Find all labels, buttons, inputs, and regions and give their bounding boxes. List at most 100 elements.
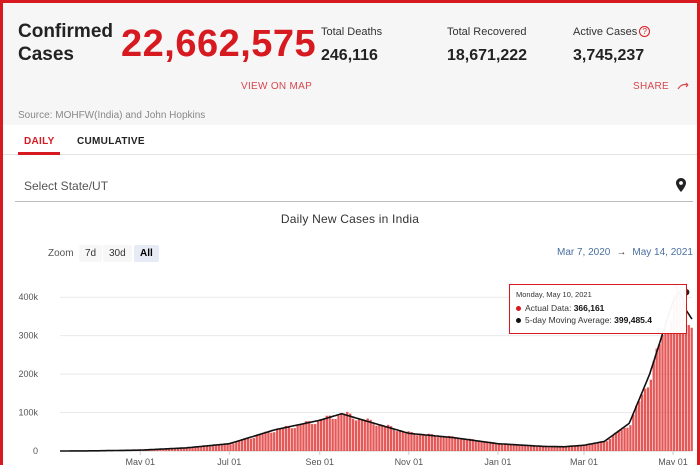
daily-bar xyxy=(518,445,521,451)
date-from[interactable]: Mar 7, 2020 xyxy=(557,247,611,258)
daily-bar xyxy=(188,447,191,451)
daily-bar xyxy=(205,445,209,451)
date-to[interactable]: May 14, 2021 xyxy=(632,247,693,258)
help-icon[interactable]: ? xyxy=(639,26,651,37)
daily-bar xyxy=(690,327,693,451)
daily-bar xyxy=(369,419,372,451)
daily-bar xyxy=(600,442,603,451)
daily-bar xyxy=(594,442,597,451)
daily-bar xyxy=(500,444,504,451)
moving-average-line xyxy=(60,290,693,452)
location-pin-icon[interactable] xyxy=(676,178,686,192)
daily-bar xyxy=(433,436,436,451)
daily-bar xyxy=(229,444,232,451)
tab-cumulative[interactable]: CUMULATIVE xyxy=(77,136,145,147)
daily-bar xyxy=(565,447,568,451)
daily-bar xyxy=(439,436,442,451)
daily-bar xyxy=(541,446,544,451)
daily-bar xyxy=(503,444,507,451)
chart-bars xyxy=(62,286,693,451)
daily-bar xyxy=(214,445,218,451)
daily-bar xyxy=(156,449,159,451)
daily-bar xyxy=(457,438,460,451)
daily-bar xyxy=(381,425,384,451)
x-tick-label: Sep 01 xyxy=(306,457,335,465)
daily-bar xyxy=(474,440,477,451)
tooltip-date: Monday, May 10, 2021 xyxy=(516,290,592,299)
daily-bar xyxy=(325,415,328,451)
daily-bar xyxy=(597,442,600,451)
daily-bar xyxy=(337,415,340,451)
daily-bar xyxy=(424,434,428,451)
daily-bar xyxy=(351,418,355,451)
state-select-placeholder: Select State/UT xyxy=(24,179,109,193)
daily-cases-chart[interactable]: 0 100k 200k 300k 400k May 01 Jul 01 Sep 01 Nov … xyxy=(0,270,700,465)
tooltip-actual-row: Actual Data: 366,161 xyxy=(516,302,680,314)
daily-bar xyxy=(176,448,180,451)
daily-bar xyxy=(311,424,314,451)
daily-bar xyxy=(168,448,171,451)
y-tick-label: 200k xyxy=(18,369,38,379)
daily-bar xyxy=(480,441,483,451)
share-label: SHARE xyxy=(633,81,669,92)
tab-daily[interactable]: DAILY xyxy=(24,136,55,147)
daily-bar xyxy=(398,430,401,451)
daily-bar xyxy=(646,387,650,451)
daily-bar xyxy=(585,445,588,451)
daily-bar xyxy=(293,428,296,451)
chart-tooltip: Monday, May 10, 2021 Actual Data: 366,16… xyxy=(509,284,687,334)
daily-bar xyxy=(296,425,299,451)
zoom-30d-button[interactable]: 30d xyxy=(103,245,132,262)
tooltip-average-row: 5-day Moving Average: 399,485.4 xyxy=(516,314,680,326)
y-axis-ticks: 0 100k 200k 300k 400k xyxy=(18,292,38,456)
daily-bar xyxy=(378,425,381,451)
x-tick-label: May 01 xyxy=(658,457,688,465)
daily-bar xyxy=(649,379,653,451)
tooltip-average-value: 399,485.4 xyxy=(614,315,652,325)
y-tick-label: 100k xyxy=(18,408,38,418)
share-button[interactable]: SHARE xyxy=(633,81,691,92)
daily-bar xyxy=(521,445,524,451)
x-tick-label: Jan 01 xyxy=(484,457,511,465)
chart-title: Daily New Cases in India xyxy=(280,212,420,226)
daily-bar xyxy=(328,415,331,451)
daily-bar xyxy=(492,442,495,451)
daily-bar xyxy=(556,446,559,451)
daily-bar xyxy=(357,419,361,451)
daily-bar xyxy=(226,443,229,451)
daily-bar xyxy=(243,438,247,451)
stat-active-cases: Active Cases? 3,745,237 xyxy=(573,26,653,65)
daily-bar xyxy=(258,434,261,451)
daily-bar xyxy=(404,432,407,451)
zoom-7d-button[interactable]: 7d xyxy=(79,245,103,262)
daily-bar xyxy=(162,448,165,451)
daily-bar xyxy=(273,432,276,451)
daily-bar xyxy=(664,328,667,451)
x-tick-label: Mar 01 xyxy=(570,457,598,465)
daily-bar xyxy=(614,432,617,451)
daily-bar xyxy=(348,413,352,451)
daily-bar xyxy=(302,423,305,451)
daily-bar xyxy=(208,446,212,451)
daily-bar xyxy=(421,435,425,451)
zoom-all-button[interactable]: All xyxy=(134,245,159,262)
daily-bar xyxy=(667,331,670,451)
daily-bar xyxy=(197,446,200,451)
daily-bar xyxy=(637,401,641,451)
daily-bar xyxy=(395,431,399,451)
view-on-map-link[interactable]: VIEW ON MAP xyxy=(241,81,313,92)
daily-bar xyxy=(413,434,416,451)
daily-bar xyxy=(267,431,270,451)
source-note: Source: MOHFW(India) and John Hopkins xyxy=(18,110,206,121)
daily-bar xyxy=(319,420,323,451)
stat-label-text: Active Cases xyxy=(573,26,638,38)
daily-bar xyxy=(290,428,293,451)
daily-bar xyxy=(550,446,553,451)
stat-label: Active Cases? xyxy=(573,26,653,38)
daily-bar xyxy=(194,446,197,451)
stat-value: 3,745,237 xyxy=(573,47,645,64)
daily-bar xyxy=(582,445,585,451)
state-select[interactable]: Select State/UT xyxy=(15,167,693,202)
daily-bar xyxy=(459,438,463,451)
daily-bar xyxy=(462,439,466,451)
